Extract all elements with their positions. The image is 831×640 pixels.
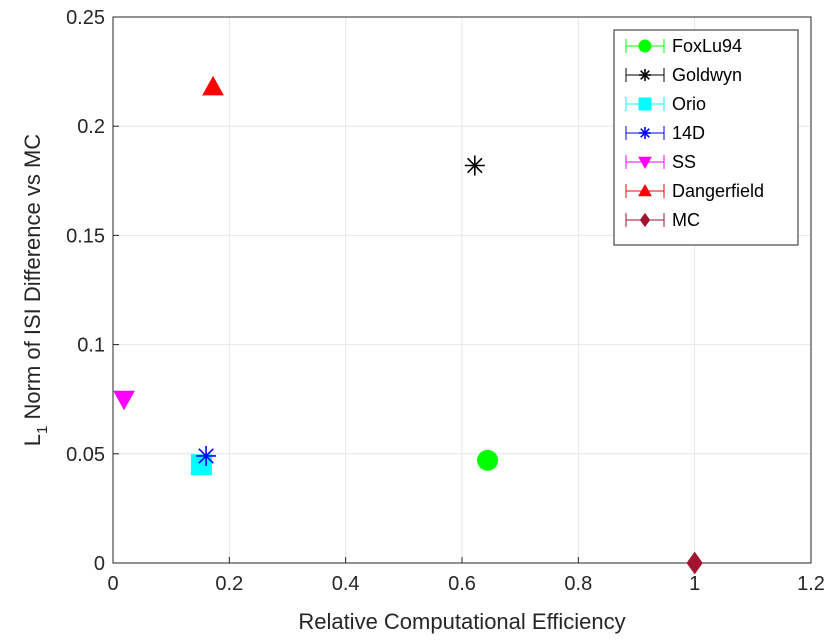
x-tick-label: 1.2 bbox=[797, 573, 825, 595]
y-axis-label-rest: Norm of ISI Difference vs MC bbox=[20, 134, 45, 426]
legend-item-dangerfield: Dangerfield bbox=[625, 181, 764, 201]
legend-item-orio: Orio bbox=[625, 94, 706, 114]
legend: FoxLu94 Goldwyn Orio 14D SS Dangerfield MC bbox=[613, 29, 799, 246]
x-axis-label: Relative Computational Efficiency bbox=[298, 609, 625, 634]
legend-label: 14D bbox=[672, 123, 705, 143]
data-point-foxlu94 bbox=[477, 449, 499, 471]
legend-item-ss: SS bbox=[625, 152, 696, 172]
y-axis-label: L1 Norm of ISI Difference vs MC bbox=[20, 134, 51, 446]
data-point-ss bbox=[113, 390, 135, 411]
legend-item-foxlu94: FoxLu94 bbox=[625, 36, 742, 56]
y-tick-label: 0.25 bbox=[66, 7, 105, 29]
axis-ticks: 0 0.2 0.4 0.6 0.8 1 1.2 0 0.05 0.1 0.15 0.2 0.25 bbox=[66, 7, 825, 595]
x-tick-label: 0 bbox=[107, 573, 118, 595]
x-tick-label: 1 bbox=[689, 573, 700, 595]
legend-item-goldwyn: Goldwyn bbox=[625, 65, 742, 85]
y-tick-label: 0.2 bbox=[77, 116, 105, 138]
legend-label: SS bbox=[672, 152, 696, 172]
data-point-goldwyn bbox=[464, 155, 485, 176]
legend-item-14d: 14D bbox=[625, 123, 705, 143]
y-axis-label-main: L bbox=[20, 434, 45, 446]
legend-label: Goldwyn bbox=[672, 65, 742, 85]
legend-label: Dangerfield bbox=[672, 181, 764, 201]
y-axis-label-subscript: 1 bbox=[34, 426, 51, 434]
legend-item-mc: MC bbox=[625, 210, 700, 230]
data-point-mc bbox=[686, 551, 703, 575]
data-markers bbox=[113, 75, 703, 575]
data-point-14d bbox=[196, 445, 217, 466]
x-tick-label: 0.8 bbox=[564, 573, 592, 595]
data-point-dangerfield bbox=[202, 75, 224, 96]
x-tick-label: 0.6 bbox=[448, 573, 476, 595]
y-tick-label: 0 bbox=[94, 553, 105, 575]
x-tick-label: 0.4 bbox=[332, 573, 360, 595]
y-tick-label: 0.1 bbox=[77, 335, 105, 357]
y-tick-label: 0.05 bbox=[66, 444, 105, 466]
y-tick-label: 0.15 bbox=[66, 225, 105, 247]
legend-label: MC bbox=[672, 210, 700, 230]
x-tick-label: 0.2 bbox=[215, 573, 243, 595]
legend-label: Orio bbox=[672, 94, 706, 114]
legend-label: FoxLu94 bbox=[672, 36, 742, 56]
